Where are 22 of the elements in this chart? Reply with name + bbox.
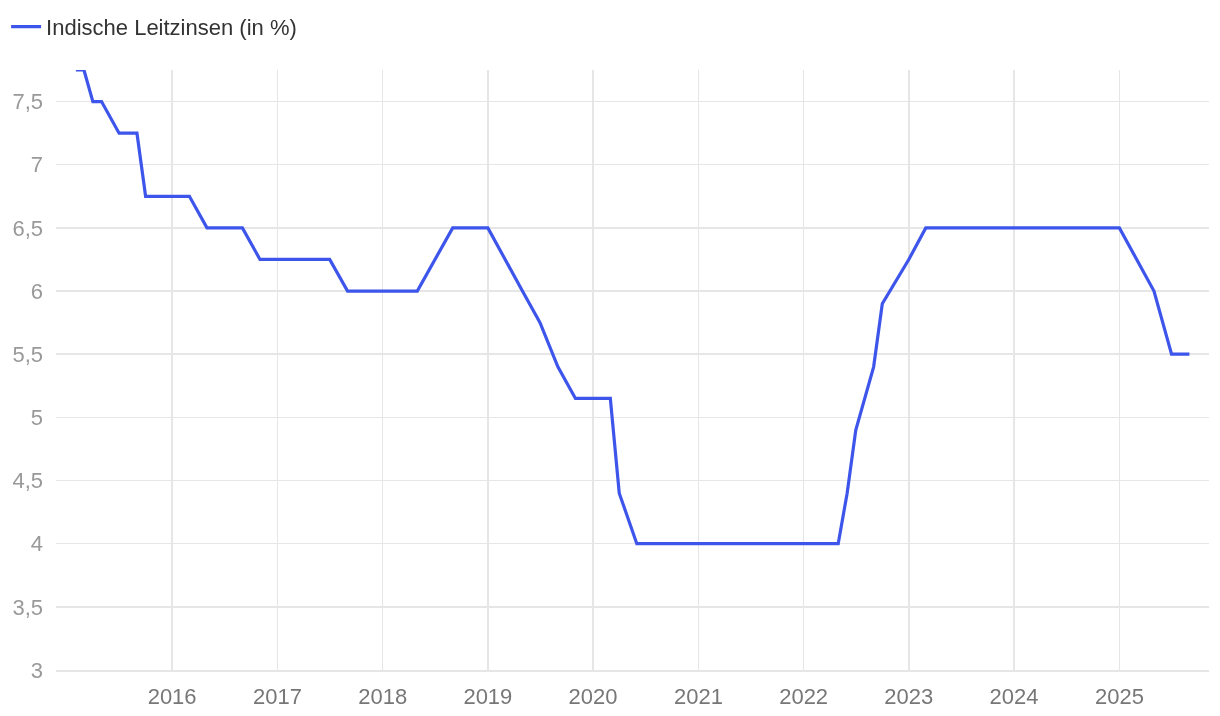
y-tick-label: 3 (30, 657, 43, 683)
y-tick-label: 7 (30, 152, 43, 178)
y-tick-label: 5,5 (12, 341, 43, 367)
x-tick-label: 2017 (253, 683, 303, 709)
x-tick-label: 2022 (779, 683, 829, 709)
line-series (74, 70, 1192, 546)
x-tick-label: 2016 (147, 683, 197, 709)
y-tick-label: 4 (30, 531, 43, 557)
x-tick-label: 2020 (568, 683, 618, 709)
x-tick-label: 2025 (1094, 683, 1144, 709)
y-tick-label: 4,5 (12, 468, 43, 494)
x-tick-label: 2018 (358, 683, 408, 709)
x-tick-label: 2024 (989, 683, 1039, 709)
y-tick-label: 6 (30, 278, 43, 304)
y-tick-label: 5 (30, 405, 43, 431)
x-tick-label: 2021 (674, 683, 723, 709)
y-tick-label: 6,5 (12, 215, 43, 241)
y-tick-label: 3,5 (12, 594, 43, 620)
x-tick-label: 2019 (463, 683, 513, 709)
x-tick-label: 2023 (884, 683, 934, 709)
legend-label: Indische Leitzinsen (in %) (46, 15, 297, 41)
y-tick-label: 7,5 (12, 89, 43, 115)
